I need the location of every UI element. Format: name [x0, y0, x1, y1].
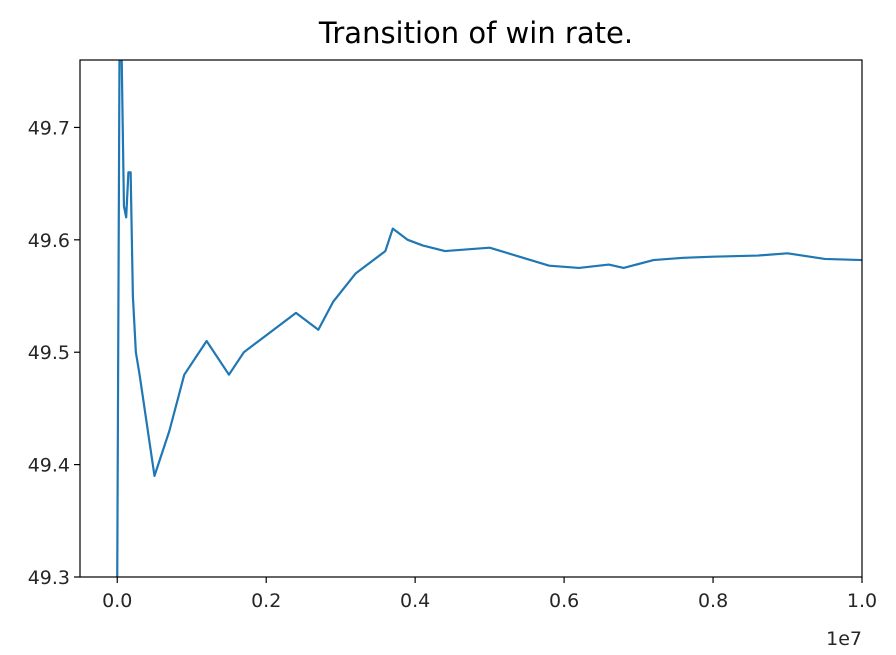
plot-frame — [79, 59, 863, 578]
y-tick-label: 49.7 — [28, 117, 70, 139]
x-tick-label: 0.2 — [251, 590, 281, 612]
x-tick-label: 0.6 — [549, 590, 579, 612]
y-tick-label: 49.5 — [28, 342, 70, 364]
y-axis: 49.3 49.4 49.5 49.6 49.7 — [28, 117, 80, 589]
y-tick-label: 49.3 — [28, 567, 70, 589]
y-tick-label: 49.4 — [28, 455, 70, 477]
y-tick-label: 49.6 — [28, 230, 70, 252]
x-tick-label: 0.8 — [698, 590, 728, 612]
x-tick-label: 0.4 — [400, 590, 430, 612]
x-tick-label: 1.0 — [847, 590, 877, 612]
x-axis-offset-label: 1e7 — [826, 628, 862, 650]
x-tick-label: 0.0 — [102, 590, 132, 612]
x-axis: 0.0 0.2 0.4 0.6 0.8 1.0 — [102, 577, 877, 612]
series-line-0 — [116, 60, 862, 577]
plot-area — [79, 59, 863, 578]
chart-title: Transition of win rate. — [318, 16, 633, 50]
